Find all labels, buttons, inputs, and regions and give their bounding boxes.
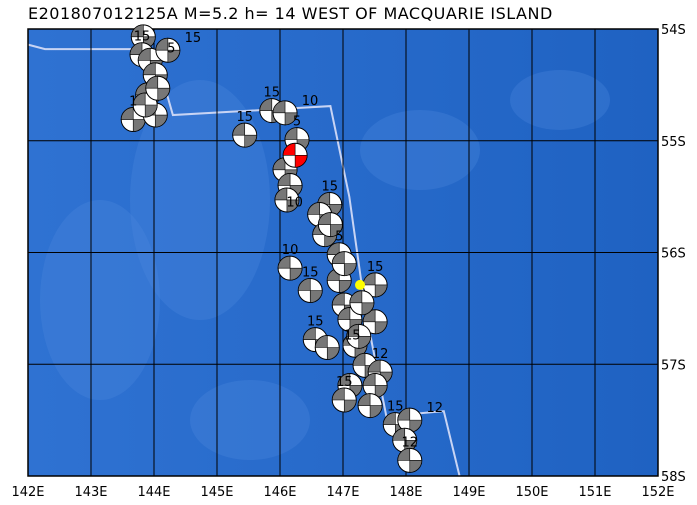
- focal-mechanism[interactable]: [346, 323, 372, 349]
- lon-tick-label: 148E: [389, 485, 422, 500]
- lon-tick-label: 147E: [326, 485, 359, 500]
- depth-label: 15: [134, 30, 151, 45]
- lon-tick-label: 151E: [578, 485, 611, 500]
- depth-label: 15: [336, 375, 353, 390]
- focal-mechanism[interactable]: [331, 387, 357, 413]
- depth-label: 15: [302, 265, 319, 280]
- map-frame: [27, 28, 659, 477]
- lat-tick-label: 58S: [661, 470, 686, 485]
- depth-label: 15: [387, 400, 404, 415]
- epicenter-marker: [355, 279, 366, 290]
- lon-tick-label: 144E: [137, 485, 170, 500]
- depth-label: 1: [129, 95, 137, 110]
- focal-mechanism[interactable]: [274, 187, 300, 213]
- bathymetry-shallow: [40, 200, 160, 400]
- focal-mechanism[interactable]: [317, 212, 343, 238]
- depth-label: 5: [293, 115, 301, 130]
- lat-tick-label: 57S: [661, 358, 686, 373]
- focal-mechanism[interactable]: [331, 251, 357, 277]
- bathymetry-shallow: [190, 380, 310, 460]
- depth-label: 15: [264, 86, 281, 101]
- lon-tick-label: 145E: [200, 485, 233, 500]
- lon-tick-label: 146E: [263, 485, 296, 500]
- depth-label: 15: [236, 110, 253, 125]
- focal-mechanism[interactable]: [397, 447, 423, 473]
- depth-label: 15: [344, 328, 361, 343]
- focal-mechanism[interactable]: [362, 272, 388, 298]
- depth-label: 5: [167, 41, 175, 56]
- focal-mechanism[interactable]: [314, 334, 340, 360]
- focal-mechanism[interactable]: [392, 427, 418, 453]
- focal-mechanism[interactable]: [362, 309, 388, 335]
- lat-tick-label: 54S: [661, 23, 686, 38]
- main-event-focal-mechanism[interactable]: [282, 142, 308, 168]
- focal-mechanism[interactable]: [155, 37, 181, 63]
- focal-mechanism[interactable]: [277, 255, 303, 281]
- depth-label: 15: [321, 179, 338, 194]
- focal-mechanism[interactable]: [145, 75, 171, 101]
- lon-tick-label: 149E: [452, 485, 485, 500]
- lon-tick-label: 152E: [641, 485, 674, 500]
- bathymetry-shallow: [510, 70, 610, 130]
- focal-mechanism[interactable]: [232, 122, 258, 148]
- focal-mechanism[interactable]: [297, 277, 323, 303]
- depth-label: 15: [185, 31, 202, 46]
- focal-mechanism[interactable]: [130, 24, 156, 50]
- depth-label: 10: [302, 94, 319, 109]
- focal-mechanism[interactable]: [349, 290, 375, 316]
- lon-tick-label: 142E: [11, 485, 44, 500]
- bathymetry-shallow: [360, 110, 480, 190]
- focal-mechanism[interactable]: [132, 92, 158, 118]
- focal-mechanism[interactable]: [357, 393, 383, 419]
- depth-label: 15: [307, 315, 324, 330]
- lat-tick-label: 55S: [661, 135, 686, 150]
- depth-label: 10: [286, 196, 303, 211]
- depth-label: 10: [282, 243, 299, 258]
- focal-mechanism[interactable]: [272, 100, 298, 126]
- depth-label: 15: [367, 260, 384, 275]
- map-title: E201807012125A M=5.2 h= 14 WEST OF MACQU…: [28, 4, 553, 23]
- lon-tick-label: 150E: [515, 485, 548, 500]
- lon-tick-label: 143E: [74, 485, 107, 500]
- depth-label: 12: [372, 347, 389, 362]
- lat-tick-label: 56S: [661, 247, 686, 262]
- depth-label: 12: [427, 401, 444, 416]
- depth-label: 5: [335, 230, 343, 245]
- depth-label: 12: [402, 435, 419, 450]
